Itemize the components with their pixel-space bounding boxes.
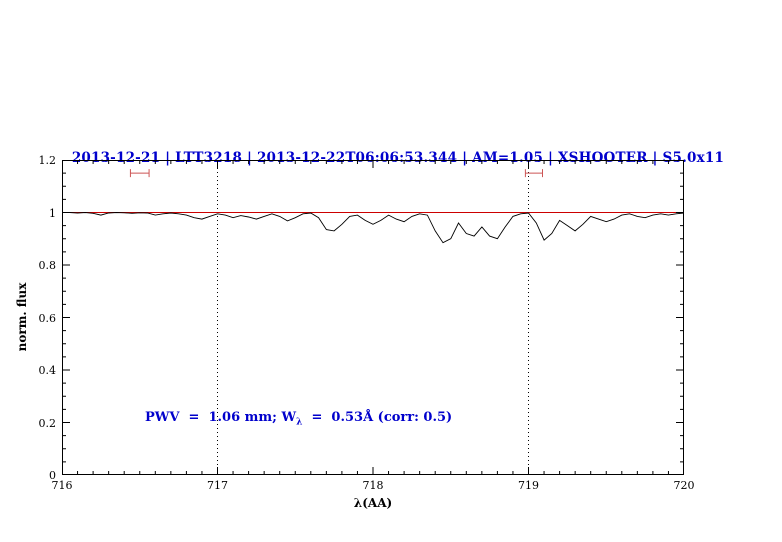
y-tick-label: 1.2 bbox=[38, 154, 57, 167]
plot-title-text: 2013-12-21 | LTT3218 | 2013-12-22T06:06:… bbox=[71, 150, 725, 166]
plot-title: 2013-12-21 | LTT3218 | 2013-12-22T06:06:… bbox=[62, 134, 724, 166]
plot-frame bbox=[62, 160, 684, 475]
y-tick-label: 0.4 bbox=[38, 364, 57, 377]
pwv-annotation-suffix: = 0.53Å (corr: 0.5) bbox=[302, 410, 453, 425]
plot-area bbox=[62, 160, 684, 475]
y-tick-label: 0.2 bbox=[38, 416, 57, 430]
y-tick-label: 0.8 bbox=[38, 259, 57, 272]
x-tick-label: 716 bbox=[51, 479, 73, 492]
x-axis-label: λ(AA) bbox=[353, 496, 393, 510]
pwv-annotation: PWV = 1.06 mm; Wλ = 0.53Å (corr: 0.5) bbox=[145, 410, 452, 428]
x-tick-label: 717 bbox=[207, 479, 228, 492]
y-tick-label: 0.6 bbox=[38, 311, 57, 325]
pwv-annotation-prefix: PWV = 1.06 mm; W bbox=[145, 410, 297, 425]
spectrum-chart bbox=[62, 160, 684, 475]
pwv-range-marker bbox=[129, 169, 150, 178]
y-tick-label: 1 bbox=[49, 206, 56, 220]
y-axis-label: norm. flux bbox=[15, 282, 29, 352]
x-tick-label: 720 bbox=[673, 479, 695, 492]
pwv-annotation-subscript: λ bbox=[296, 417, 303, 428]
spectrum-line bbox=[62, 212, 684, 244]
x-tick-label: 718 bbox=[362, 479, 384, 492]
x-tick-label: 719 bbox=[518, 479, 539, 492]
y-tick-label: 0 bbox=[49, 469, 56, 482]
pwv-range-marker bbox=[524, 169, 543, 178]
